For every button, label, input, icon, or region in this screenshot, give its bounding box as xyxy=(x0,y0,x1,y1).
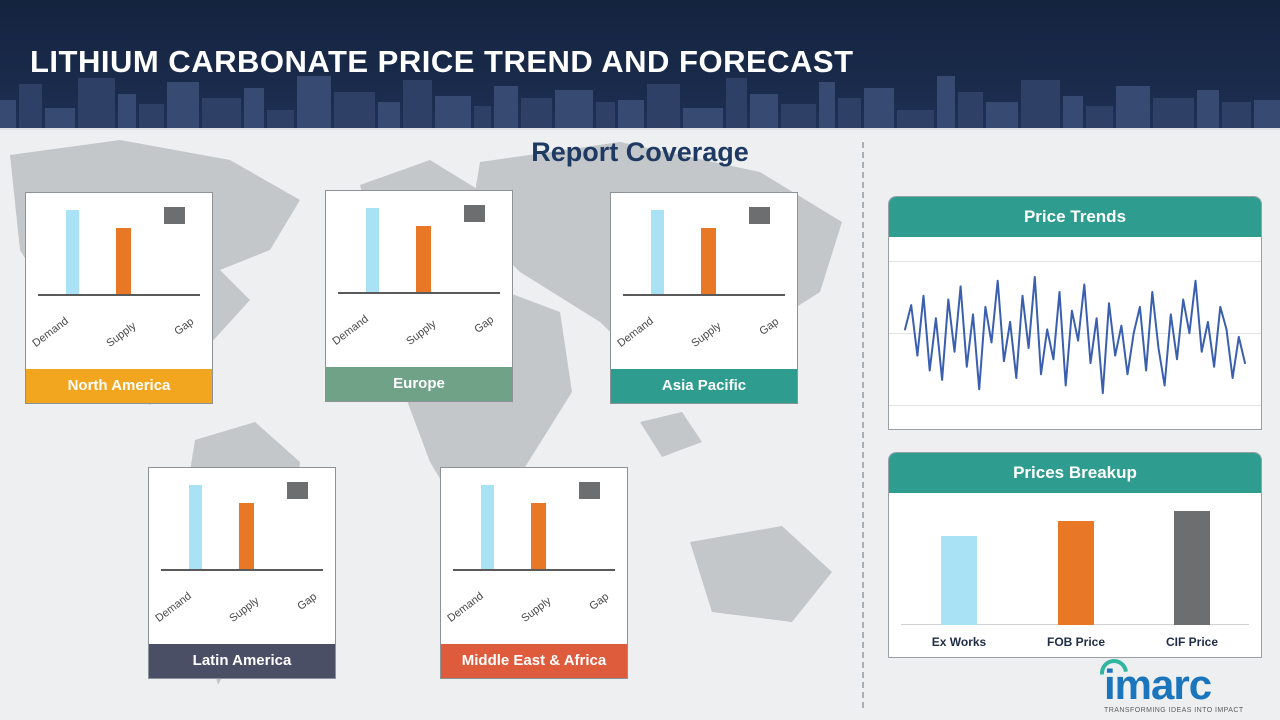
axis-label-gap: Gap xyxy=(757,315,782,338)
region-mini-chart: Demand Supply Gap xyxy=(149,468,335,646)
cif-price-bar xyxy=(1174,511,1210,625)
axis-label-gap: Gap xyxy=(587,590,612,613)
price-trends-chart xyxy=(889,237,1261,429)
axis-label-demand: Demand xyxy=(445,590,486,625)
region-mini-chart: Demand Supply Gap xyxy=(26,193,212,371)
gap-marker xyxy=(579,482,600,499)
demand-bar xyxy=(366,208,379,292)
price-trends-header: Price Trends xyxy=(889,197,1261,237)
region-label-north-america: North America xyxy=(26,369,212,403)
logo-text: imarc xyxy=(1104,661,1212,709)
axis-label-gap: Gap xyxy=(472,313,497,336)
axis-baseline xyxy=(623,294,785,296)
region-card-asia-pacific: Demand Supply Gap Asia Pacific xyxy=(610,192,798,404)
trend-line-chart xyxy=(904,276,1246,394)
cif-price-label: CIF Price xyxy=(1165,635,1219,649)
axis-label-demand: Demand xyxy=(153,590,194,625)
axis-label-supply: Supply xyxy=(227,594,262,625)
region-mini-chart: Demand Supply Gap xyxy=(441,468,627,646)
ex-works-label: Ex Works xyxy=(931,635,987,649)
axis-label-gap: Gap xyxy=(295,590,320,613)
prices-breakup-panel: Prices Breakup Ex Works FOB Price CIF Pr… xyxy=(888,452,1262,658)
gap-marker xyxy=(749,207,770,224)
fob-price-bar xyxy=(1058,521,1094,625)
axis-label-supply: Supply xyxy=(404,317,439,348)
demand-bar xyxy=(481,485,494,569)
ex-works-bar xyxy=(941,536,977,625)
region-card-latin-america: Demand Supply Gap Latin America xyxy=(148,467,336,679)
section-title: Report Coverage xyxy=(531,137,749,167)
axis-baseline xyxy=(38,294,200,296)
demand-bar xyxy=(651,210,664,294)
fob-price-label: FOB Price xyxy=(1046,635,1106,649)
gap-marker xyxy=(464,205,485,222)
price-trends-panel: Price Trends xyxy=(888,196,1262,430)
gap-marker xyxy=(164,207,185,224)
axis-label-demand: Demand xyxy=(615,315,656,350)
axis-label-demand: Demand xyxy=(330,313,371,348)
region-label-latin-america: Latin America xyxy=(149,644,335,678)
page-header: LITHIUM CARBONATE PRICE TREND AND FORECA… xyxy=(0,0,1280,130)
section-divider xyxy=(862,142,864,708)
city-skyline-graphic xyxy=(0,76,1280,128)
page-title: LITHIUM CARBONATE PRICE TREND AND FORECA… xyxy=(30,44,854,79)
axis-baseline xyxy=(161,569,323,571)
supply-bar xyxy=(531,503,546,569)
axis-label-supply: Supply xyxy=(104,319,139,350)
axis-baseline xyxy=(453,569,615,571)
gap-marker xyxy=(287,482,308,499)
region-card-middle-east-africa: Demand Supply Gap Middle East & Africa xyxy=(440,467,628,679)
axis-label-gap: Gap xyxy=(172,315,197,338)
region-card-north-america: Demand Supply Gap North America xyxy=(25,192,213,404)
imarc-logo: imarc TRANSFORMING IDEAS INTO IMPACT xyxy=(1094,653,1264,714)
gridline xyxy=(889,261,1261,262)
gridline xyxy=(889,333,1261,334)
prices-breakup-chart: Ex Works FOB Price CIF Price xyxy=(889,493,1261,657)
demand-bar xyxy=(189,485,202,569)
supply-bar xyxy=(416,226,431,292)
supply-bar xyxy=(116,228,131,294)
region-label-europe: Europe xyxy=(326,367,512,401)
region-card-europe: Demand Supply Gap Europe xyxy=(325,190,513,402)
axis-label-demand: Demand xyxy=(30,315,71,350)
axis-label-supply: Supply xyxy=(689,319,724,350)
gridline xyxy=(889,405,1261,406)
region-label-middle-east-africa: Middle East & Africa xyxy=(441,644,627,678)
prices-breakup-header: Prices Breakup xyxy=(889,453,1261,493)
region-mini-chart: Demand Supply Gap xyxy=(611,193,797,371)
axis-baseline xyxy=(338,292,500,294)
region-mini-chart: Demand Supply Gap xyxy=(326,191,512,369)
demand-bar xyxy=(66,210,79,294)
axis-label-supply: Supply xyxy=(519,594,554,625)
supply-bar xyxy=(239,503,254,569)
region-label-asia-pacific: Asia Pacific xyxy=(611,369,797,403)
logo-tagline: TRANSFORMING IDEAS INTO IMPACT xyxy=(1104,707,1244,714)
supply-bar xyxy=(701,228,716,294)
